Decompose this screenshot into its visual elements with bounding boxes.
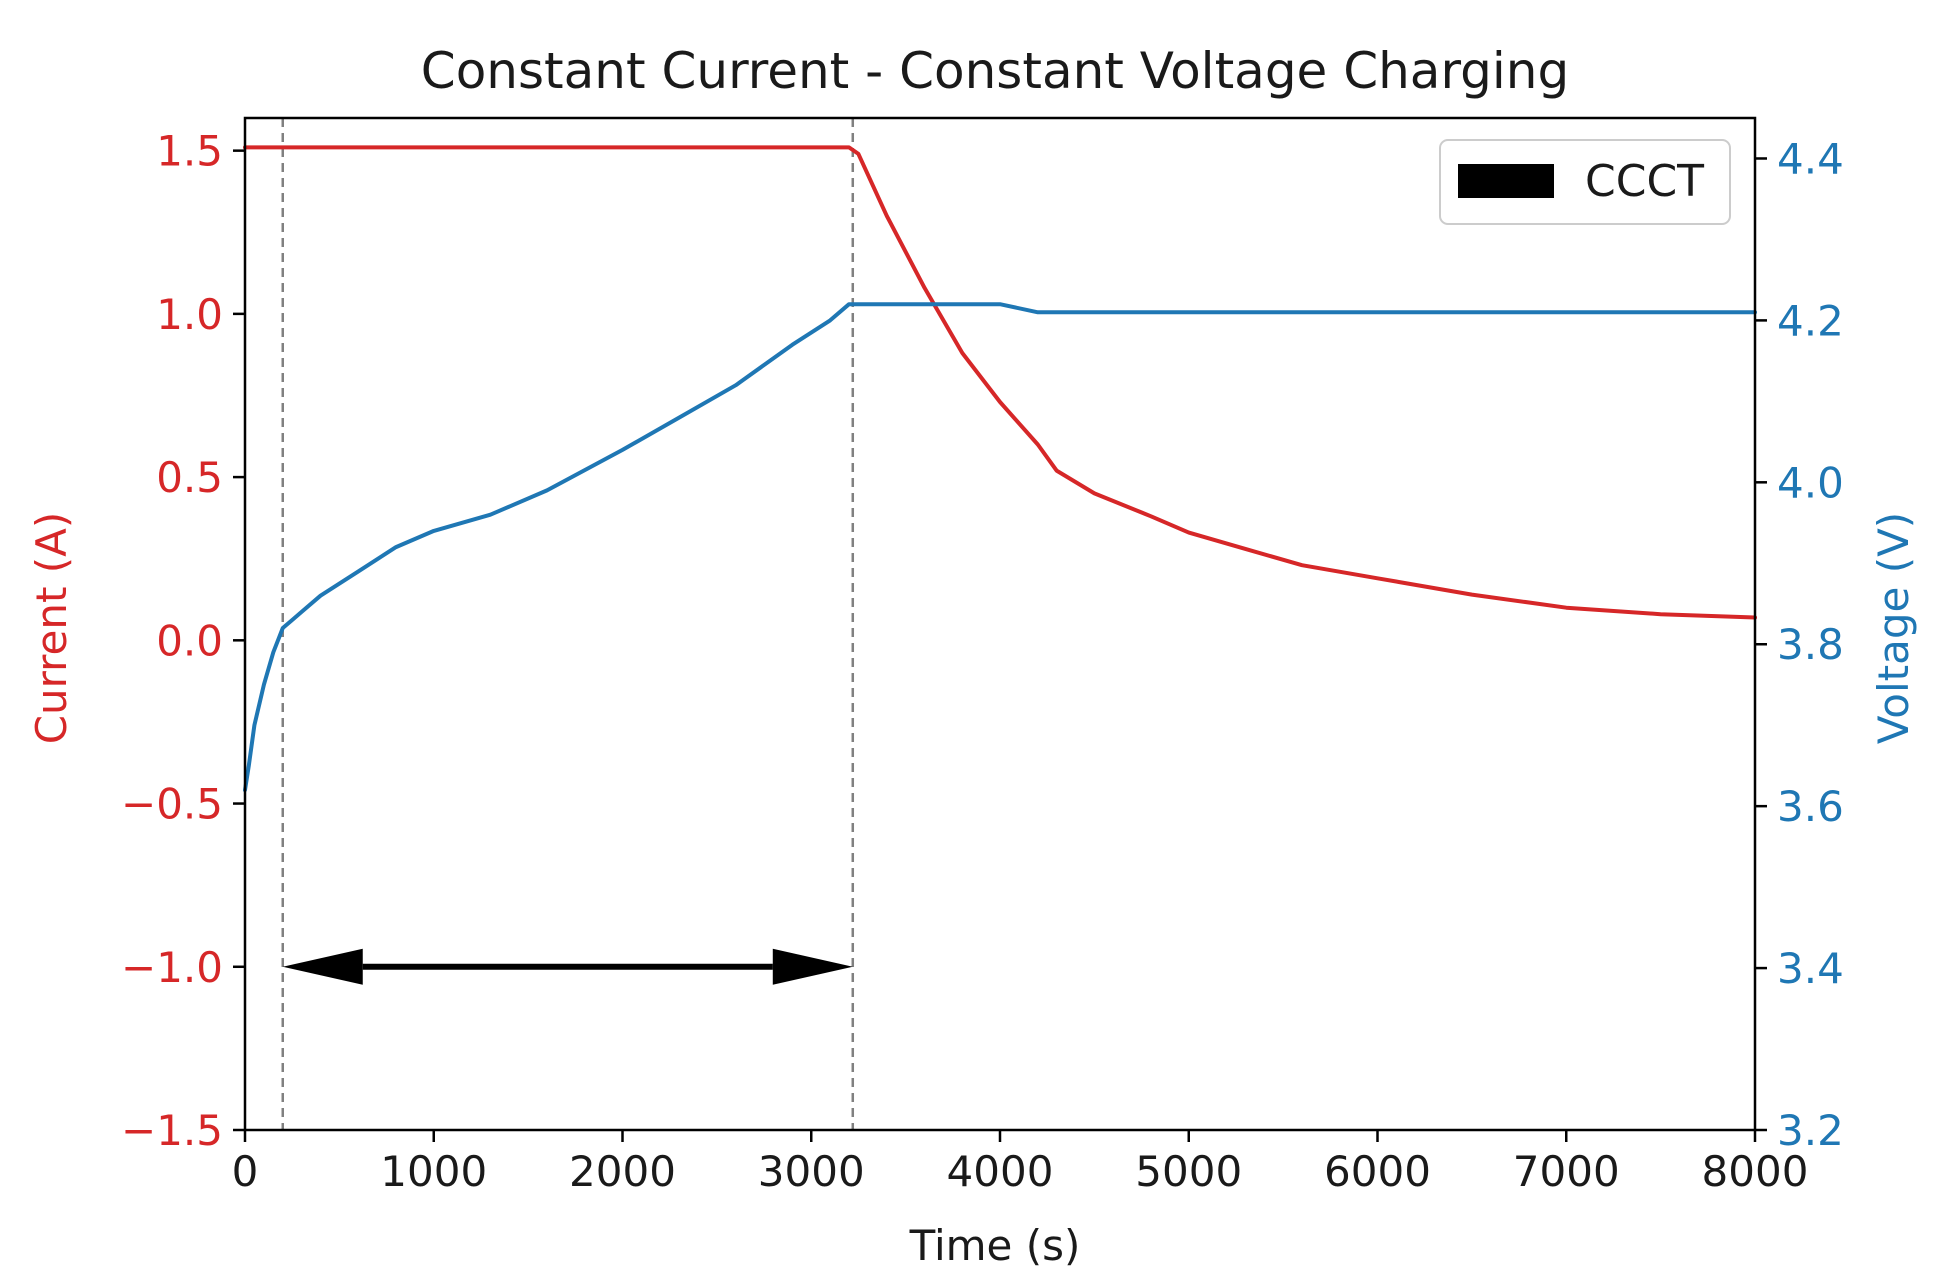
y-left-tick-label: −1.0 [121, 943, 223, 992]
legend-box [1439, 139, 1731, 225]
y-left-tick-label: 1.0 [156, 290, 223, 339]
y-right-tick-label: 4.2 [1777, 296, 1844, 345]
legend-swatch-ccct [1458, 164, 1554, 198]
plot-area: 0 1000 2000 3000 4000 5000 6000 7000 8000 −1.5 −1.… [121, 116, 1844, 1196]
y-left-axis-label: Current (A) [27, 512, 76, 745]
x-tick-label: 6000 [1324, 1147, 1431, 1196]
voltage-series-line [243, 302, 1757, 792]
y-left-tick-label: 0.0 [156, 616, 223, 665]
current-series-line [243, 145, 1757, 620]
x-tick-label: 4000 [947, 1147, 1054, 1196]
y-right-tick-label: 3.4 [1777, 944, 1844, 993]
legend-label-ccct: CCCT [1585, 156, 1704, 207]
y-right-tick-label: 3.8 [1777, 620, 1844, 669]
y-left-tick-label: 0.5 [156, 453, 223, 502]
x-tick-label: 3000 [758, 1147, 865, 1196]
x-tick-label: 5000 [1135, 1147, 1242, 1196]
y-right-tick-label: 4.0 [1777, 458, 1844, 507]
y-right-axis-label: Voltage (V) [1869, 512, 1918, 744]
y-left-tick-label: −0.5 [121, 780, 223, 829]
chart-title: Constant Current - Constant Voltage Char… [421, 42, 1569, 100]
x-axis-label: Time (s) [909, 1221, 1081, 1270]
arrow-head-left [282, 948, 363, 985]
y-right-tick-label: 3.2 [1777, 1106, 1844, 1155]
x-tick-label: 1000 [380, 1147, 487, 1196]
legend: CCCT [1439, 139, 1731, 225]
y-left-tick-label: 1.5 [156, 127, 223, 176]
x-tick-label: 0 [232, 1147, 259, 1196]
y-left-tick-label: −1.5 [121, 1106, 223, 1155]
x-tick-label: 2000 [569, 1147, 676, 1196]
arrow-head-right [772, 948, 853, 985]
y-right-tick-label: 4.4 [1777, 134, 1844, 183]
x-tick-label: 8000 [1702, 1147, 1809, 1196]
y-right-tick-label: 3.6 [1777, 782, 1844, 831]
x-tick-label: 7000 [1513, 1147, 1620, 1196]
